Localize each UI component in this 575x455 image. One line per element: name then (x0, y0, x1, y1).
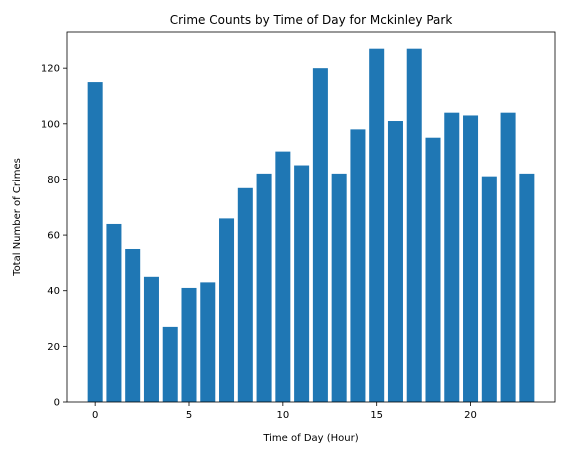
bar-hour-6 (200, 282, 216, 402)
bar-hour-10 (275, 151, 291, 402)
x-tick-label: 15 (370, 410, 383, 421)
y-axis-label: Total Number of Crimes (12, 158, 23, 277)
bar-hour-0 (87, 82, 103, 402)
bar-hour-15 (369, 48, 385, 402)
y-tick-label: 60 (47, 231, 60, 242)
y-tick-label: 80 (47, 175, 60, 186)
y-tick-label: 100 (41, 119, 60, 130)
y-tick-label: 20 (47, 342, 60, 353)
bar-hour-11 (294, 165, 310, 402)
x-tick-label: 20 (464, 410, 477, 421)
bar-hour-12 (312, 68, 328, 403)
x-axis-label: Time of Day (Hour) (262, 433, 358, 444)
bar-hour-21 (481, 176, 497, 402)
y-tick-label: 0 (54, 398, 60, 409)
bars-group (87, 48, 535, 403)
bar-hour-2 (125, 248, 141, 402)
x-axis-ticks: 0 5 10 15 20 (92, 402, 477, 421)
bar-hour-23 (519, 173, 535, 402)
bar-hour-20 (463, 115, 479, 403)
bar-hour-13 (331, 173, 347, 402)
bar-hour-3 (143, 276, 159, 402)
y-axis-ticks: 0 20 40 60 80 100 120 (41, 64, 67, 409)
bar-hour-1 (106, 223, 122, 402)
y-tick-label: 40 (47, 286, 60, 297)
bar-hour-7 (219, 218, 235, 402)
bar-hour-19 (444, 112, 460, 403)
bar-hour-5 (181, 287, 197, 402)
bar-hour-9 (256, 173, 272, 402)
bar-hour-17 (406, 48, 422, 402)
chart-title: Crime Counts by Time of Day for Mckinley… (170, 13, 453, 27)
plot-frame (66, 31, 556, 403)
y-tick-label: 120 (41, 64, 60, 75)
bar-hour-18 (425, 137, 441, 402)
x-tick-label: 0 (92, 410, 98, 421)
bar-hour-22 (500, 112, 516, 403)
bar-hour-8 (237, 187, 253, 402)
bar-hour-14 (350, 129, 366, 402)
x-tick-label: 5 (186, 410, 192, 421)
bar-hour-4 (162, 326, 178, 402)
x-tick-label: 10 (276, 410, 289, 421)
bar-hour-16 (387, 121, 403, 403)
